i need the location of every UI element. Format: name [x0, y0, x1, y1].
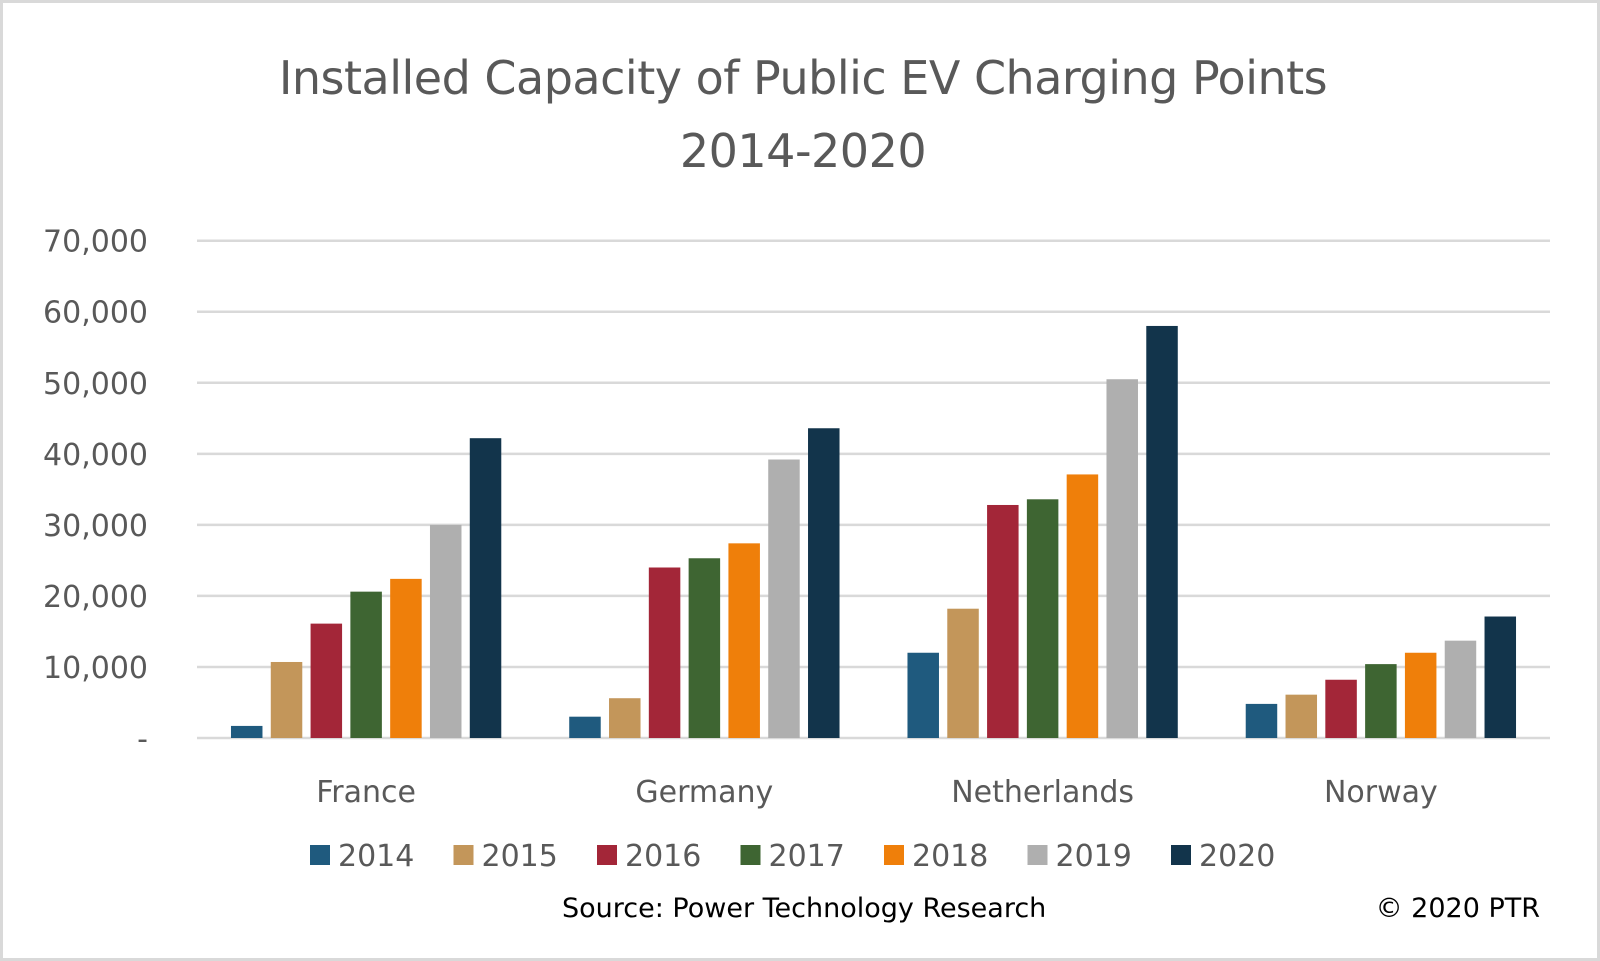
bar-norway-2017: [1365, 664, 1397, 738]
legend-swatch: [310, 845, 330, 865]
y-tick-label: 30,000: [43, 509, 148, 544]
bar-germany-2019: [768, 459, 800, 738]
y-tick-label: 60,000: [43, 296, 148, 331]
x-category-label: Norway: [1324, 775, 1438, 810]
legend-swatch: [597, 845, 617, 865]
bar-germany-2014: [569, 716, 601, 738]
y-tick-label: 70,000: [43, 225, 148, 260]
bar-netherlands-2015: [947, 608, 979, 738]
bar-norway-2016: [1325, 679, 1357, 738]
legend-item-2017: 2017: [740, 839, 845, 874]
bar-netherlands-2017: [1026, 499, 1059, 738]
bar-netherlands-2020: [1146, 325, 1178, 738]
legend-label: 2019: [1056, 839, 1132, 874]
bar-germany-2015: [609, 698, 641, 738]
legend-item-2018: 2018: [884, 839, 988, 874]
bar-france-2017: [350, 591, 382, 738]
legend-swatch: [1171, 845, 1191, 865]
y-tick-label: 40,000: [43, 438, 148, 473]
x-category-label: Netherlands: [951, 775, 1134, 810]
legend-swatch: [740, 845, 761, 865]
bar-france-2018: [390, 578, 422, 738]
legend-label: 2018: [912, 839, 988, 874]
copyright-note: © 2020 PTR: [1375, 893, 1540, 924]
legend-item-2015: 2015: [453, 839, 558, 874]
y-tick-label: 50,000: [43, 367, 148, 402]
legend: 2014 2015 2016 2017 2018 2019 2020: [310, 839, 1275, 874]
legend-item-2020: 2020: [1171, 839, 1275, 874]
y-tick-label: 20,000: [43, 580, 148, 615]
bar-france-2020: [469, 438, 502, 738]
bars: [230, 325, 1517, 738]
legend-label: 2017: [769, 839, 845, 874]
bar-germany-2016: [648, 567, 681, 738]
bar-norway-2014: [1245, 703, 1278, 738]
x-category-label: France: [316, 775, 416, 810]
legend-item-2019: 2019: [1027, 839, 1132, 874]
bar-germany-2018: [728, 543, 760, 738]
legend-swatch: [453, 845, 474, 865]
legend-swatch: [1027, 845, 1048, 865]
bar-france-2014: [230, 725, 263, 738]
legend-item-2016: 2016: [597, 839, 701, 874]
legend-label: 2014: [338, 839, 414, 874]
chart-subtitle: 2014-2020: [679, 124, 927, 178]
legend-label: 2016: [625, 839, 701, 874]
legend-label: 2015: [482, 839, 558, 874]
bar-netherlands-2014: [907, 652, 939, 738]
bar-norway-2019: [1444, 640, 1477, 738]
bar-germany-2020: [808, 428, 840, 738]
bar-netherlands-2018: [1066, 474, 1099, 738]
y-tick-label: 10,000: [43, 651, 148, 686]
chart-title: Installed Capacity of Public EV Charging…: [278, 51, 1328, 105]
bar-france-2015: [270, 661, 303, 738]
bar-france-2016: [310, 623, 343, 738]
bar-france-2019: [429, 524, 462, 738]
bar-norway-2018: [1404, 652, 1437, 738]
x-axis-categories: France Germany Netherlands Norway: [316, 775, 1438, 810]
y-tick-label: -: [137, 722, 148, 757]
bar-germany-2017: [688, 558, 721, 738]
source-note: Source: Power Technology Research: [562, 893, 1047, 924]
legend-swatch: [884, 845, 904, 865]
bar-norway-2015: [1285, 694, 1318, 738]
legend-item-2014: 2014: [310, 839, 414, 874]
bar-netherlands-2019: [1106, 379, 1138, 738]
legend-label: 2020: [1199, 839, 1275, 874]
x-category-label: Germany: [635, 775, 773, 810]
bar-norway-2020: [1484, 616, 1517, 738]
y-axis-ticks: - 10,000 20,000 30,000 40,000 50,000 60,000 70,…: [43, 225, 148, 757]
bar-netherlands-2016: [987, 504, 1019, 738]
gridlines: [197, 239, 1550, 740]
